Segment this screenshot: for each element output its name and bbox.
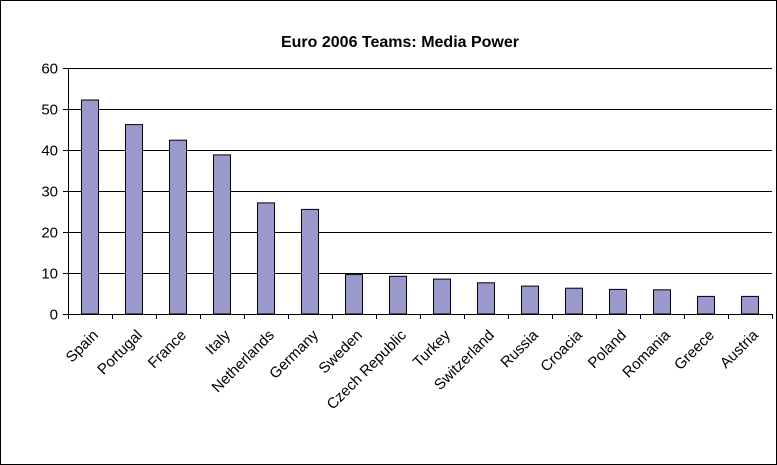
bar-czech-republic xyxy=(390,276,407,314)
bar-spain xyxy=(82,100,99,314)
bar-croacia xyxy=(566,288,583,314)
y-tick-label-0: 0 xyxy=(50,307,58,324)
bar-sweden xyxy=(346,275,363,314)
bar-greece xyxy=(698,296,715,314)
bar-russia xyxy=(522,286,539,314)
chart-title: Euro 2006 Teams: Media Power xyxy=(281,34,519,51)
bar-switzerland xyxy=(478,283,495,314)
bar-turkey xyxy=(434,279,451,314)
bar-netherlands xyxy=(258,203,275,314)
y-tick-label-40: 40 xyxy=(41,143,58,160)
y-tick-label-50: 50 xyxy=(41,102,58,119)
y-tick-label-30: 30 xyxy=(41,184,58,201)
bar-poland xyxy=(610,289,627,314)
y-tick-label-60: 60 xyxy=(41,61,58,78)
y-tick-label-20: 20 xyxy=(41,225,58,242)
bar-germany xyxy=(302,209,319,314)
bar-portugal xyxy=(126,125,143,314)
bar-austria xyxy=(742,296,759,314)
y-tick-label-10: 10 xyxy=(41,266,58,283)
bar-france xyxy=(170,140,187,314)
bar-italy xyxy=(214,155,231,314)
bar-romania xyxy=(654,290,671,314)
